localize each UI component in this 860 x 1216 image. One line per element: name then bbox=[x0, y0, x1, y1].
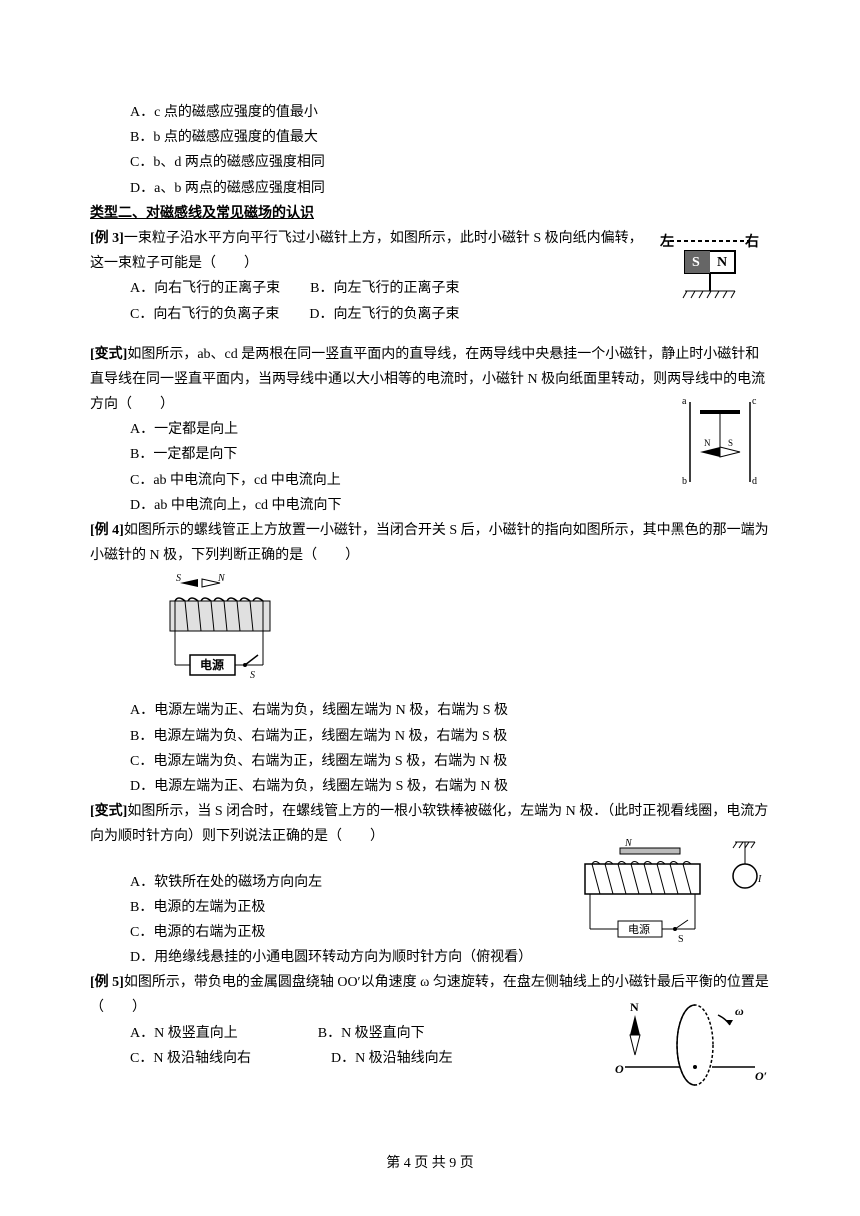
option-b: B．一定都是向下 bbox=[90, 442, 770, 467]
option-d: D．a、b 两点的磁感应强度相同 bbox=[90, 176, 770, 201]
svg-text:S: S bbox=[728, 438, 733, 448]
variation-label: [变式] bbox=[90, 804, 127, 819]
svg-text:O′: O′ bbox=[755, 1069, 767, 1083]
example-5: [例 5]如图所示，带负电的金属圆盘绕轴 OO′以角速度 ω 匀速旋转，在盘左侧… bbox=[90, 970, 770, 1071]
variation-text: 如图所示，ab、cd 是两根在同一竖直平面内的直导线，在两导线中央悬挂一个小磁针… bbox=[90, 347, 765, 412]
option-a: A．电源左端为正、右端为负，线圈左端为 N 极，右端为 S 极 bbox=[90, 698, 770, 723]
svg-text:S: S bbox=[692, 255, 700, 270]
svg-text:I: I bbox=[757, 874, 762, 885]
svg-text:S: S bbox=[678, 934, 684, 945]
svg-text:S: S bbox=[176, 573, 181, 584]
option-b: B．b 点的磁感应强度的值最大 bbox=[90, 125, 770, 150]
example-text: 一束粒子沿水平方向平行飞过小磁针上方，如图所示，此时小磁针 S 极向纸内偏转，这… bbox=[90, 231, 643, 271]
svg-text:左: 左 bbox=[659, 233, 674, 250]
option-d: D．ab 中电流向上，cd 中电流向下 bbox=[90, 493, 770, 518]
svg-text:电源: 电源 bbox=[628, 922, 650, 936]
option-d: D．电源左端为正、右端为负，线圈左端为 S 极，右端为 N 极 bbox=[90, 774, 770, 799]
figure-solenoid-2: N 电源 S I bbox=[570, 834, 770, 954]
example-4: [例 4]如图所示的螺线管正上方放置一小磁针，当闭合开关 S 后，小磁针的指向如… bbox=[90, 518, 770, 799]
option-c: C．电源左端为负、右端为正，线圈左端为 S 极，右端为 N 极 bbox=[90, 749, 770, 774]
variation-label: [变式] bbox=[90, 347, 127, 362]
svg-text:c: c bbox=[752, 396, 757, 407]
figure-two-wires: a c b d N S bbox=[670, 392, 770, 492]
example-label: [例 4] bbox=[90, 523, 124, 538]
figure-disk: N O O′ ω bbox=[610, 995, 770, 1095]
option-b: B．电源左端为负、右端为正，线圈左端为 N 极，右端为 S 极 bbox=[90, 724, 770, 749]
page-footer: 第 4 页 共 9 页 bbox=[0, 1151, 860, 1176]
variation-1: [变式]如图所示，ab、cd 是两根在同一竖直平面内的直导线，在两导线中央悬挂一… bbox=[90, 342, 770, 518]
svg-text:N: N bbox=[704, 438, 711, 448]
example-label: [例 3] bbox=[90, 231, 124, 246]
section-title: 类型二、对磁感线及常见磁场的认识 bbox=[90, 201, 770, 226]
svg-text:N: N bbox=[217, 573, 226, 584]
svg-text:d: d bbox=[752, 476, 757, 487]
example-3: 左 右 S N [例 3]一束粒子沿水平方向平行飞过小磁针上方，如图所示，此时小… bbox=[90, 226, 770, 327]
svg-text:b: b bbox=[682, 476, 687, 487]
figure-compass-sn: 左 右 S N bbox=[650, 226, 770, 306]
option-a: A．一定都是向上 bbox=[90, 417, 770, 442]
svg-text:右: 右 bbox=[744, 233, 759, 250]
svg-text:电源: 电源 bbox=[200, 657, 224, 672]
example-label: [例 5] bbox=[90, 975, 124, 990]
svg-text:N: N bbox=[717, 255, 727, 270]
option-c: C．b、d 两点的磁感应强度相同 bbox=[90, 150, 770, 175]
svg-text:N: N bbox=[624, 838, 633, 849]
option-c: C．ab 中电流向下，cd 中电流向上 bbox=[90, 468, 770, 493]
variation-2: [变式]如图所示，当 S 闭合时，在螺线管上方的一根小软铁棒被磁化，左端为 N … bbox=[90, 799, 770, 970]
svg-text:O: O bbox=[615, 1062, 624, 1076]
figure-solenoid-1: S N 电源 S bbox=[150, 573, 310, 693]
svg-text:N: N bbox=[630, 1000, 639, 1014]
svg-text:S: S bbox=[250, 670, 255, 681]
svg-text:ω: ω bbox=[735, 1004, 744, 1018]
option-a: A．c 点的磁感应强度的值最小 bbox=[90, 100, 770, 125]
svg-text:a: a bbox=[682, 396, 687, 407]
example-text: 如图所示的螺线管正上方放置一小磁针，当闭合开关 S 后，小磁针的指向如图所示，其… bbox=[90, 523, 769, 563]
